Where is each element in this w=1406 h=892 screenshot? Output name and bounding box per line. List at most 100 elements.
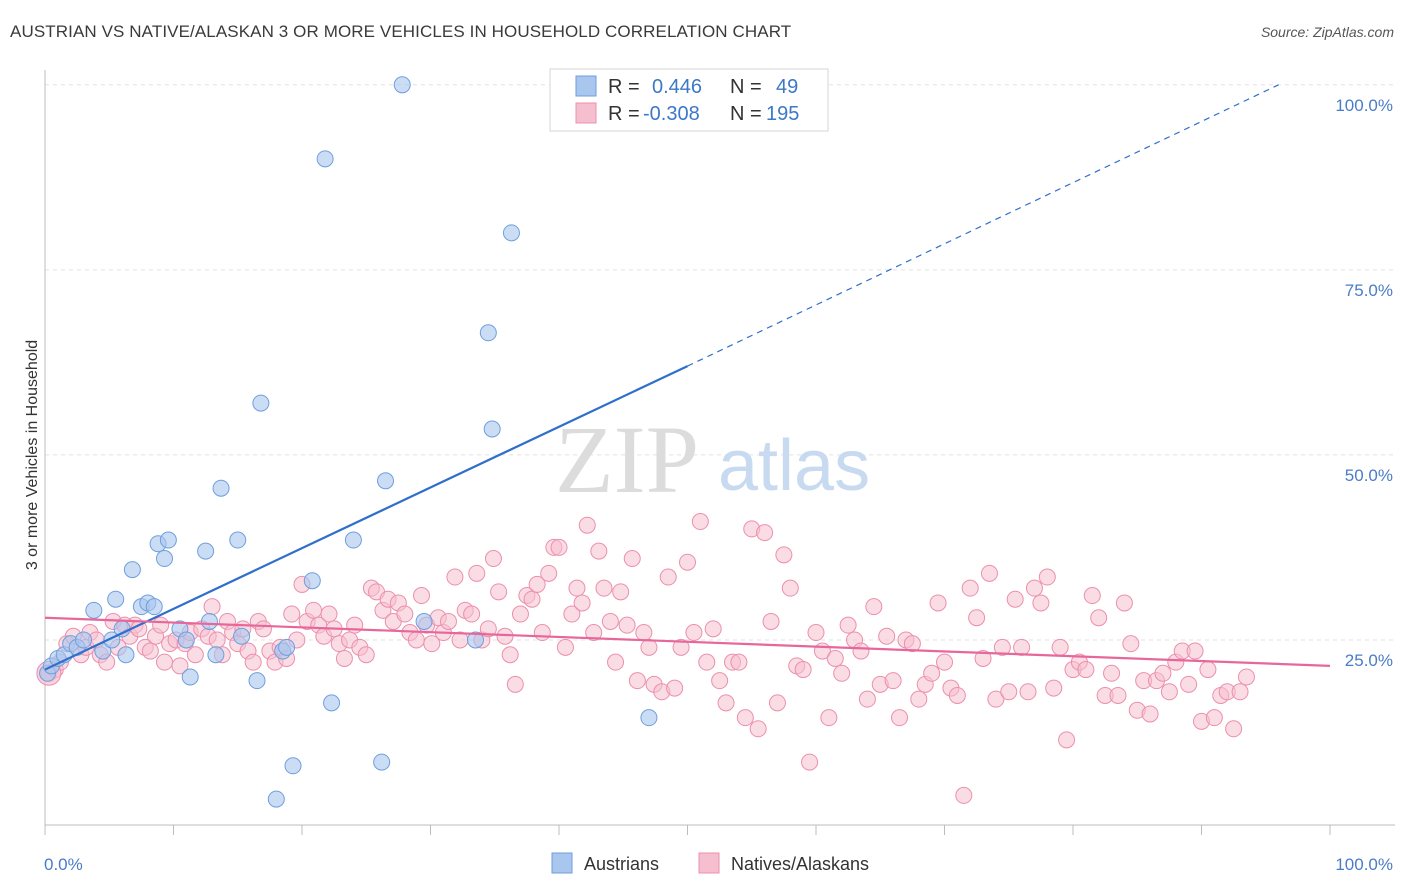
- point-natives-203: [1237, 668, 1255, 686]
- point-natives-31: [208, 631, 226, 649]
- watermark-zip: ZIP: [555, 406, 699, 513]
- point-natives-143: [852, 642, 870, 660]
- point-austrians-13: [123, 561, 141, 579]
- point-natives-161: [968, 609, 986, 627]
- point-natives-180: [1090, 609, 1108, 627]
- point-natives-152: [910, 690, 928, 708]
- point-austrians-27: [229, 531, 247, 549]
- point-natives-158: [948, 686, 966, 704]
- point-natives-201: [1225, 720, 1243, 738]
- point-austrians-23: [197, 542, 215, 560]
- point-natives-155: [929, 594, 947, 612]
- point-natives-198: [1205, 709, 1223, 727]
- x-tick-labels: 0.0% 100.0%: [44, 855, 1393, 874]
- point-natives-20: [152, 616, 170, 634]
- point-natives-169: [1019, 683, 1037, 701]
- point-natives-144: [858, 690, 876, 708]
- legend-r-value-1: 0.446: [652, 76, 702, 98]
- bottom-legend: Austrians Natives/Alaskans: [551, 852, 869, 874]
- point-natives-98: [573, 594, 591, 612]
- legend-n-value-2: 195: [766, 103, 799, 125]
- point-natives-95: [556, 638, 574, 656]
- point-natives-113: [659, 568, 677, 586]
- bottom-legend-label-austrians: Austrians: [584, 854, 659, 874]
- axes: [44, 70, 1395, 835]
- point-natives-183: [1109, 686, 1127, 704]
- point-natives-78: [463, 605, 481, 623]
- point-natives-104: [607, 653, 625, 671]
- point-natives-107: [623, 550, 641, 568]
- point-natives-21: [156, 653, 174, 671]
- point-natives-87: [511, 605, 529, 623]
- point-natives-162: [974, 649, 992, 667]
- point-natives-114: [666, 679, 684, 697]
- point-natives-173: [1045, 679, 1063, 697]
- point-natives-139: [826, 649, 844, 667]
- point-natives-117: [685, 624, 703, 642]
- point-austrians-40: [377, 472, 395, 490]
- point-natives-119: [698, 653, 716, 671]
- point-natives-168: [1013, 638, 1031, 656]
- point-natives-85: [501, 646, 519, 664]
- point-natives-179: [1083, 587, 1101, 605]
- point-austrians-6: [75, 631, 93, 649]
- y-tick-label-0: 25.0%: [1345, 651, 1393, 670]
- point-natives-79: [468, 564, 486, 582]
- point-natives-121: [711, 672, 729, 690]
- point-natives-194: [1180, 675, 1198, 693]
- point-natives-197: [1199, 661, 1217, 679]
- point-natives-166: [1000, 683, 1018, 701]
- point-austrians-44: [483, 420, 501, 438]
- point-natives-24: [171, 657, 189, 675]
- point-natives-184: [1115, 594, 1133, 612]
- point-natives-91: [533, 624, 551, 642]
- point-natives-30: [203, 598, 221, 616]
- point-natives-190: [1154, 664, 1172, 682]
- point-natives-151: [903, 635, 921, 653]
- point-austrians-26: [212, 479, 230, 497]
- point-natives-18: [141, 642, 159, 660]
- point-natives-188: [1141, 705, 1159, 723]
- point-austrians-10: [107, 590, 125, 608]
- point-natives-174: [1051, 638, 1069, 656]
- legend-r-label-2: R =: [608, 103, 640, 125]
- trend-austrians: [44, 365, 688, 671]
- point-natives-149: [891, 709, 909, 727]
- point-austrians-41: [393, 76, 411, 94]
- point-natives-141: [839, 616, 857, 634]
- trend-lines: [44, 84, 1331, 671]
- point-austrians-38: [344, 531, 362, 549]
- point-natives-172: [1038, 568, 1056, 586]
- point-natives-135: [801, 753, 819, 771]
- point-natives-108: [628, 672, 646, 690]
- legend-r-label-1: R =: [608, 76, 640, 98]
- bottom-legend-label-natives: Natives/Alaskans: [731, 854, 869, 874]
- point-austrians-7: [85, 601, 103, 619]
- point-natives-129: [762, 612, 780, 630]
- watermark-atlas: atlas: [718, 426, 870, 506]
- point-austrians-24: [200, 612, 218, 630]
- y-tick-label-2: 75.0%: [1345, 281, 1393, 300]
- point-austrians-19: [159, 531, 177, 549]
- point-natives-68: [407, 631, 425, 649]
- y-tick-labels: 25.0% 50.0% 75.0% 100.0%: [1335, 96, 1393, 670]
- point-natives-101: [590, 542, 608, 560]
- point-natives-97: [568, 579, 586, 597]
- point-natives-116: [679, 553, 696, 571]
- austrians-points: [39, 76, 658, 808]
- legend-box: R = 0.446 N = 49 R = -0.308 N = 195: [549, 68, 829, 132]
- legend-r-value-2: -0.308: [643, 103, 700, 125]
- point-austrians-11: [113, 620, 131, 638]
- point-austrians-34: [284, 757, 302, 775]
- point-natives-103: [601, 612, 619, 630]
- point-natives-156: [936, 653, 953, 671]
- point-natives-195: [1186, 642, 1204, 660]
- point-natives-83: [490, 583, 508, 601]
- point-natives-55: [335, 649, 353, 667]
- point-natives-124: [730, 653, 748, 671]
- point-austrians-25: [207, 646, 225, 664]
- point-natives-27: [186, 646, 204, 664]
- point-natives-115: [672, 638, 690, 656]
- legend-n-label-1: N =: [730, 76, 762, 98]
- point-natives-127: [749, 720, 767, 738]
